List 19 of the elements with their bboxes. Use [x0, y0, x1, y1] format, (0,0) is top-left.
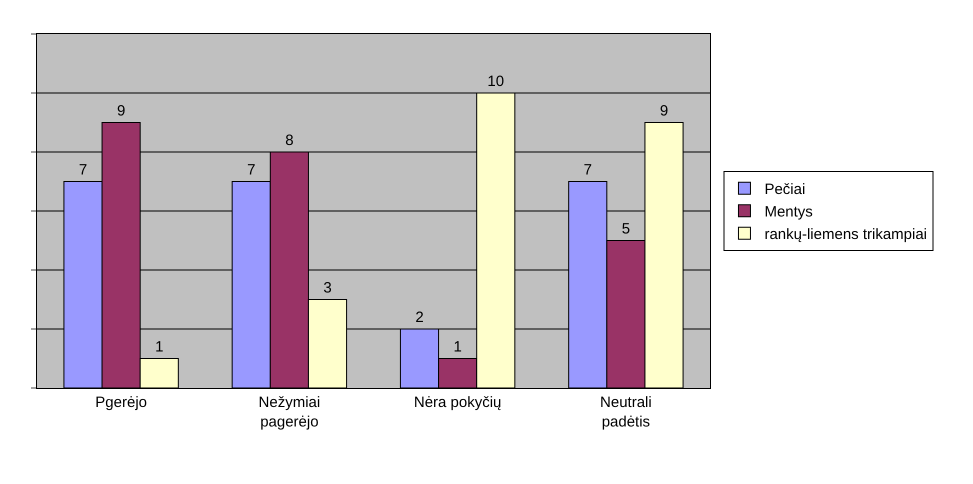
data-label: 10 [487, 73, 504, 90]
legend-label: Mentys [764, 204, 813, 221]
x-tick-label: Neutrali padėtis [600, 394, 652, 430]
data-label: 9 [660, 102, 668, 120]
data-label: 5 [622, 220, 630, 238]
x-tick-label: Pgerėjo [95, 394, 147, 411]
legend-label: rankų-liemens trikampiai [764, 226, 928, 244]
x-tick-label: Nežymiai pagerėjo [258, 394, 320, 430]
data-label: 1 [155, 338, 164, 356]
x-tick-label: Nėra pokyčių [414, 394, 502, 411]
data-label: 9 [116, 102, 126, 120]
data-label: 1 [453, 338, 462, 356]
data-label: 7 [78, 162, 88, 178]
data-label: 2 [415, 309, 424, 326]
legend-label: Pečiai [764, 181, 806, 198]
data-label: 7 [584, 162, 592, 178]
data-label: 7 [247, 162, 256, 178]
data-label: 8 [285, 132, 294, 149]
data-label: 3 [323, 280, 332, 296]
